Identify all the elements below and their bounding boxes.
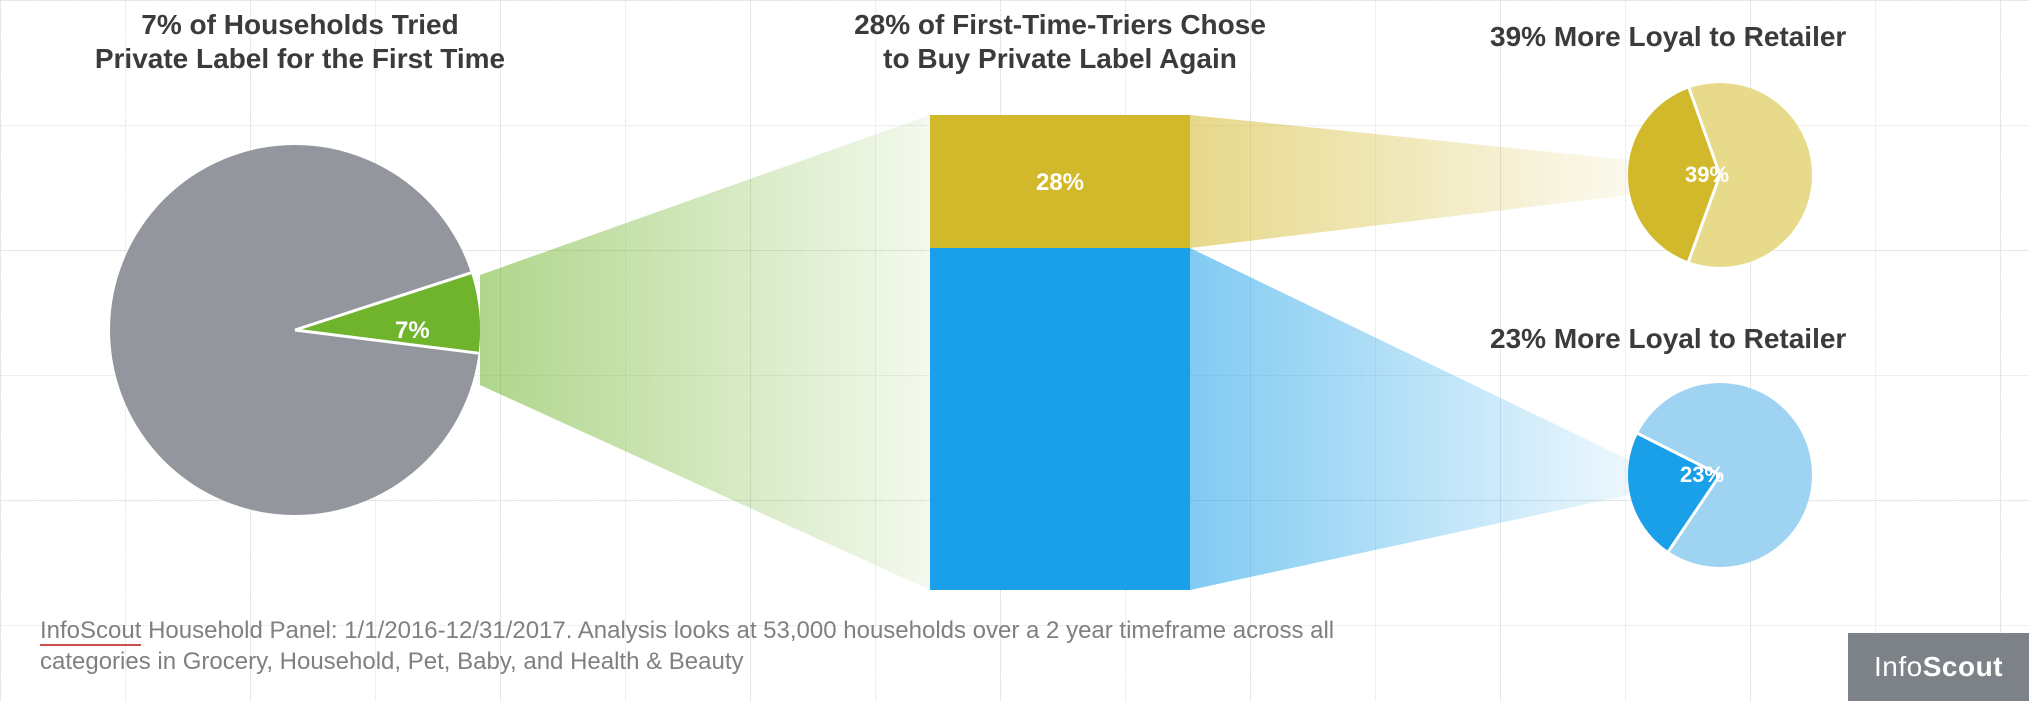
pie2-title: 39% More Loyal to Retailer — [1490, 20, 1960, 54]
pie-loyal-39: 39% — [1628, 83, 1812, 267]
logo-info: Info — [1874, 651, 1923, 682]
bar-title: 28% of First-Time-Triers Choseto Buy Pri… — [780, 8, 1340, 75]
infoscout-logo: InfoScout — [1848, 633, 2029, 701]
bar-title-text: 28% of First-Time-Triers Choseto Buy Pri… — [854, 9, 1266, 74]
bar-segment-0-label: 28% — [1036, 169, 1084, 196]
flow-f3 — [1190, 248, 1629, 590]
slide-stage: 7% 28% 39% 23% 7% of Households TriedPrivat… — [0, 0, 2029, 701]
pie2-title-text: 39% More Loyal to Retailer — [1490, 21, 1846, 52]
flow-f2 — [1190, 115, 1629, 248]
pie3-title: 23% More Loyal to Retailer — [1490, 322, 1960, 356]
pie3-title-text: 23% More Loyal to Retailer — [1490, 323, 1846, 354]
footnote-text: Household Panel: 1/1/2016-12/31/2017. An… — [40, 617, 1334, 675]
flow-f1 — [480, 115, 930, 590]
pie1-title-text: 7% of Households TriedPrivate Label for … — [95, 9, 505, 74]
bar-segment-1 — [930, 248, 1190, 590]
logo-scout: Scout — [1923, 651, 2003, 682]
footnote: InfoScout Household Panel: 1/1/2016-12/3… — [40, 615, 1429, 677]
stacked-bar: 28% — [930, 115, 1190, 590]
pie-households: 7% — [110, 145, 480, 515]
pie1-title: 7% of Households TriedPrivate Label for … — [40, 8, 560, 75]
pie-households-label: 7% — [395, 317, 430, 344]
pie-loyal-39-label: 39% — [1685, 162, 1729, 187]
pie-loyal-23-label: 23% — [1680, 462, 1724, 487]
pie-loyal-23: 23% — [1628, 383, 1812, 567]
footnote-source-link: InfoScout — [40, 617, 141, 646]
